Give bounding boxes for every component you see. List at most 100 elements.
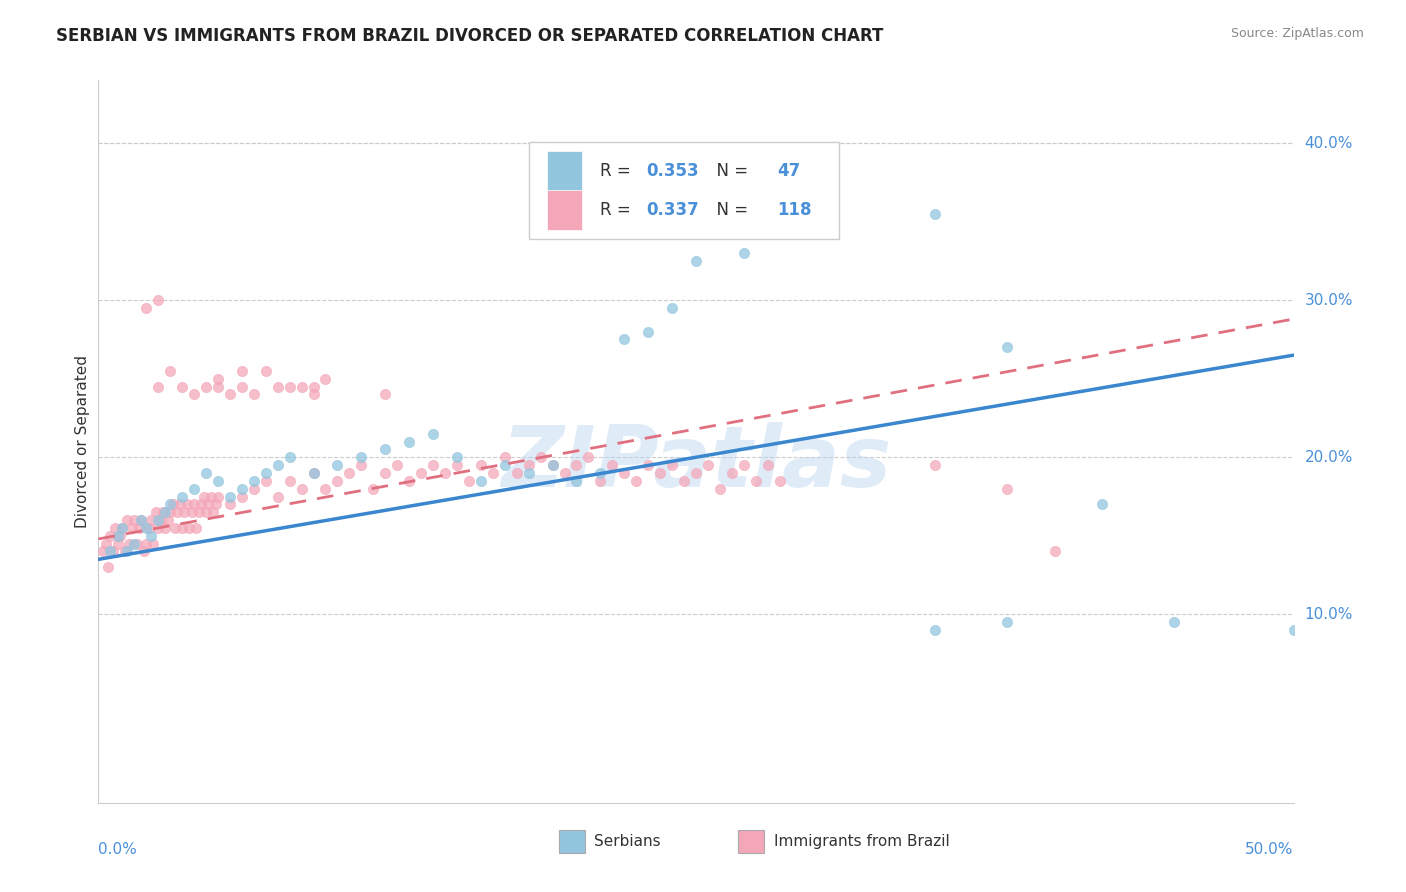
Point [530, 450, 553, 465]
Point [302, 466, 325, 480]
FancyBboxPatch shape [547, 190, 582, 230]
Point [733, 458, 755, 472]
Text: 118: 118 [778, 201, 811, 219]
Point [152, 505, 174, 519]
Point [578, 450, 600, 465]
Point [104, 521, 127, 535]
Point [254, 364, 277, 378]
Point [291, 379, 314, 393]
Point [94, 536, 117, 550]
Point [374, 466, 396, 480]
Point [374, 387, 396, 401]
Point [128, 521, 150, 535]
Point [131, 513, 153, 527]
Point [114, 544, 136, 558]
Point [385, 458, 409, 472]
Point [1282, 623, 1305, 637]
Text: ZIPatlas: ZIPatlas [501, 422, 891, 505]
Point [565, 458, 588, 472]
Point [315, 372, 337, 386]
Point [148, 521, 170, 535]
Point [200, 490, 222, 504]
Point [202, 505, 225, 519]
Point [302, 379, 325, 393]
Point [172, 490, 194, 504]
Point [139, 529, 162, 543]
Point [470, 474, 492, 488]
FancyBboxPatch shape [738, 830, 763, 854]
Point [721, 466, 744, 480]
Point [159, 364, 181, 378]
Point [302, 387, 325, 401]
Text: Immigrants from Brazil: Immigrants from Brazil [773, 834, 949, 849]
Text: 30.0%: 30.0% [1305, 293, 1353, 308]
Point [422, 458, 444, 472]
Point [648, 466, 672, 480]
Point [231, 482, 253, 496]
Point [97, 560, 120, 574]
Point [180, 505, 202, 519]
Point [107, 536, 129, 550]
Point [554, 466, 576, 480]
Point [626, 474, 648, 488]
Text: 0.337: 0.337 [645, 201, 699, 219]
Point [254, 474, 277, 488]
Point [506, 466, 529, 480]
Point [156, 513, 179, 527]
Point [231, 379, 253, 393]
Point [1043, 544, 1066, 558]
Text: 0.0%: 0.0% [98, 842, 138, 856]
Point [613, 333, 636, 347]
Point [995, 482, 1018, 496]
Point [111, 521, 134, 535]
Point [162, 497, 184, 511]
Point [243, 482, 266, 496]
Point [145, 505, 167, 519]
Text: R =: R = [600, 201, 637, 219]
Point [481, 466, 505, 480]
Point [446, 450, 468, 465]
Point [155, 521, 177, 535]
Point [172, 521, 194, 535]
Point [219, 387, 242, 401]
Point [163, 521, 186, 535]
Point [231, 490, 253, 504]
Point [565, 474, 588, 488]
Point [374, 442, 396, 457]
Point [589, 466, 612, 480]
Point [1091, 497, 1114, 511]
Point [350, 458, 373, 472]
Point [135, 301, 157, 315]
Point [139, 513, 162, 527]
Text: 0.353: 0.353 [645, 162, 699, 180]
Text: SERBIAN VS IMMIGRANTS FROM BRAZIL DIVORCED OR SEPARATED CORRELATION CHART: SERBIAN VS IMMIGRANTS FROM BRAZIL DIVORC… [56, 27, 883, 45]
Point [661, 458, 683, 472]
Point [756, 458, 779, 472]
Text: R =: R = [600, 162, 637, 180]
Point [422, 426, 444, 441]
Point [207, 372, 229, 386]
Point [637, 458, 659, 472]
Point [291, 482, 314, 496]
Point [470, 458, 492, 472]
Text: 50.0%: 50.0% [1246, 842, 1294, 856]
Point [118, 536, 141, 550]
Point [98, 544, 122, 558]
Point [446, 458, 468, 472]
Text: Serbians: Serbians [595, 834, 661, 849]
Point [315, 482, 337, 496]
Y-axis label: Divorced or Separated: Divorced or Separated [75, 355, 90, 528]
Point [195, 505, 218, 519]
Point [155, 505, 177, 519]
Point [278, 474, 301, 488]
Point [768, 474, 790, 488]
Point [243, 474, 266, 488]
Point [91, 544, 114, 558]
Point [267, 379, 290, 393]
Point [183, 387, 205, 401]
Point [186, 521, 208, 535]
Point [138, 521, 160, 535]
Text: 20.0%: 20.0% [1305, 450, 1353, 465]
Point [494, 458, 516, 472]
Point [149, 513, 172, 527]
